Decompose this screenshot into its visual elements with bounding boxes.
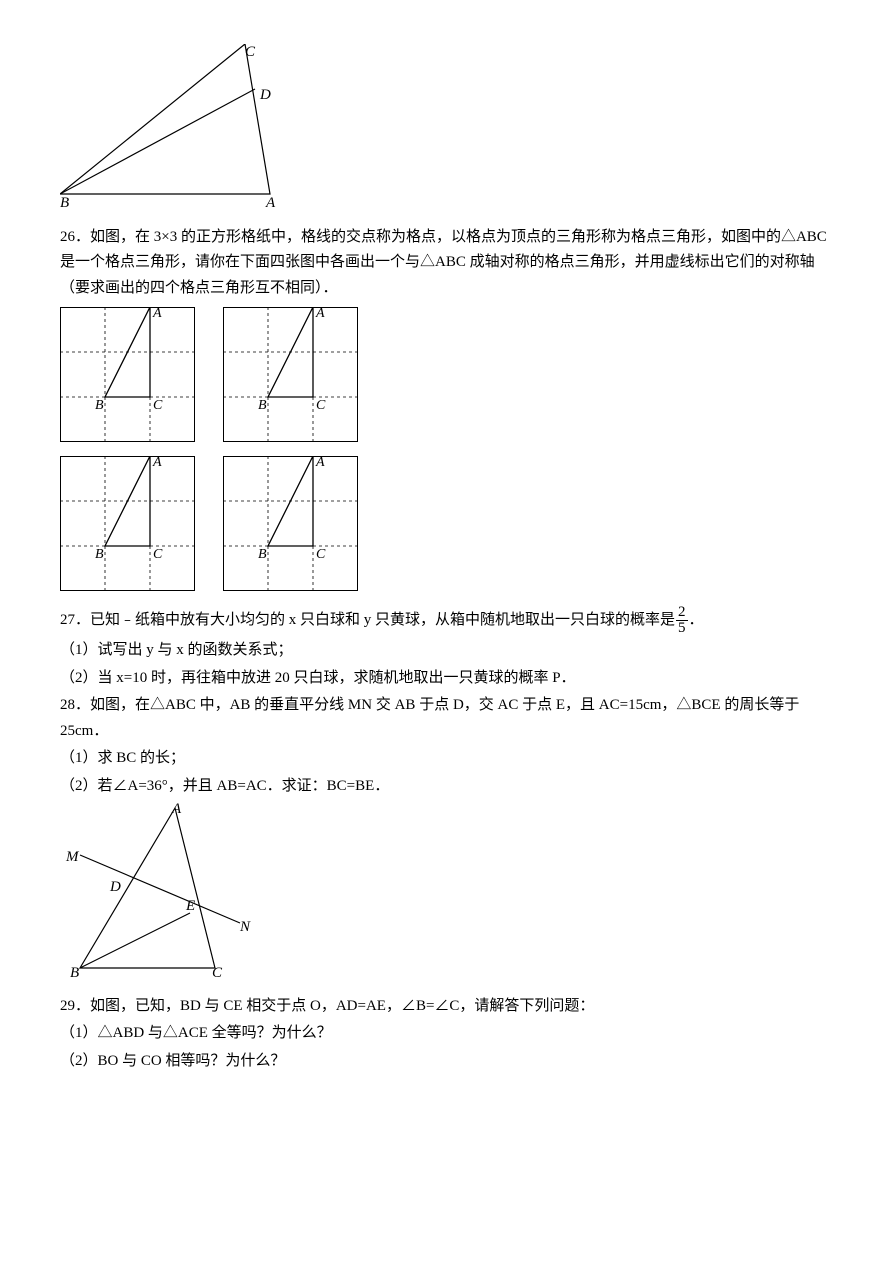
svg-text:A: A [315, 307, 325, 321]
svg-text:C: C [153, 547, 163, 562]
svg-text:C: C [245, 44, 256, 60]
svg-text:C: C [153, 398, 163, 413]
fraction-2-5: 25 [676, 605, 688, 636]
grid-1: A B C [60, 307, 195, 442]
problem-27-sub1: （1）试写出 y 与 x 的函数关系式； [60, 638, 832, 664]
svg-text:C: C [316, 398, 326, 413]
svg-text:B: B [95, 398, 104, 413]
svg-text:C: C [212, 965, 223, 978]
problem-28-text: 28．如图，在△ABC 中，AB 的垂直平分线 MN 交 AB 于点 D，交 A… [60, 693, 832, 744]
svg-text:M: M [65, 849, 80, 865]
problem-28-sub2: （2）若∠A=36°，并且 AB=AC．求证：BC=BE． [60, 774, 832, 800]
svg-text:A: A [315, 456, 325, 470]
svg-text:C: C [316, 547, 326, 562]
svg-text:A: A [152, 307, 162, 321]
svg-text:B: B [258, 547, 267, 562]
problem-27-text: 27．已知﹣纸箱中放有大小均匀的 x 只白球和 y 只黄球，从箱中随机地取出一只… [60, 605, 832, 636]
svg-text:E: E [185, 898, 195, 914]
problem-27-sub2: （2）当 x=10 时，再往箱中放进 20 只白球，求随机地取出一只黄球的概率 … [60, 666, 832, 692]
grid-row-1: A B C A B C [60, 307, 832, 442]
grid-2: A B C [223, 307, 358, 442]
svg-text:A: A [152, 456, 162, 470]
problem-28-sub1: （1）求 BC 的长； [60, 746, 832, 772]
svg-text:B: B [60, 195, 69, 209]
svg-text:A: A [265, 195, 276, 209]
problem-29-sub2: （2）BO 与 CO 相等吗？为什么？ [60, 1049, 832, 1075]
svg-text:B: B [70, 965, 79, 978]
grid-3: A B C [60, 456, 195, 591]
svg-text:D: D [259, 87, 271, 103]
figure-28: A M D E N B C [60, 803, 832, 988]
figure-triangle-abcd: C D B A [60, 44, 832, 219]
problem-26-text: 26．如图，在 3×3 的正方形格纸中，格线的交点称为格点，以格点为顶点的三角形… [60, 225, 832, 302]
svg-text:B: B [258, 398, 267, 413]
problem-29-sub1: （1）△ABD 与△ACE 全等吗？为什么？ [60, 1021, 832, 1047]
grid-4: A B C [223, 456, 358, 591]
svg-text:B: B [95, 547, 104, 562]
grid-row-2: A B C A B C [60, 456, 832, 591]
svg-text:A: A [171, 803, 182, 817]
svg-text:N: N [239, 919, 251, 935]
problem-29-text: 29．如图，已知，BD 与 CE 相交于点 O，AD=AE，∠B=∠C，请解答下… [60, 994, 832, 1020]
svg-text:D: D [109, 879, 121, 895]
